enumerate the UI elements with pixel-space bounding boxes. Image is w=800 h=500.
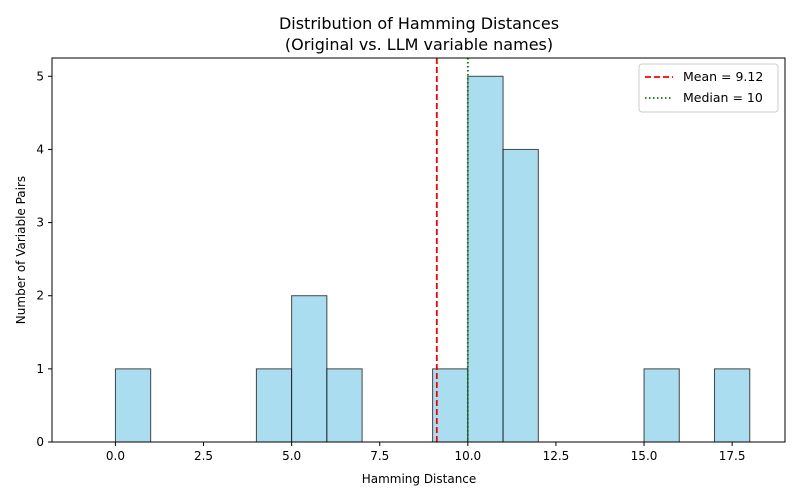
y-axis-ticks: 0 1 2 3 4 5 [36,69,52,449]
reference-lines [435,58,469,442]
x-tick-label: 15.0 [631,449,658,463]
x-tick-label: 7.5 [370,449,389,463]
histogram-bars [114,75,751,443]
chart-title: Distribution of Hamming Distances [279,14,559,33]
histogram-bar [255,368,293,443]
chart-subtitle: (Original vs. LLM variable names) [285,35,553,54]
histogram-bar [326,368,363,443]
y-tick-label: 4 [36,142,44,156]
legend-mean-label: Mean = 9.12 [683,69,763,84]
plot-frame [51,57,786,443]
x-tick-label: 17.5 [719,449,746,463]
legend-median-label: Median = 10 [683,90,763,105]
x-tick-label: 5.0 [282,449,301,463]
legend: Mean = 9.12 Median = 10 [638,63,779,113]
y-tick-label: 3 [36,216,44,230]
histogram-bar [502,148,539,443]
histogram-bar [643,368,680,443]
y-tick-label: 1 [36,362,44,376]
x-tick-label: 10.0 [454,449,481,463]
y-axis-label: Number of Variable Pairs [14,176,28,324]
histogram-bar [467,75,504,443]
y-tick-label: 5 [36,69,44,83]
x-axis-label: Hamming Distance [362,472,477,486]
histogram-bar [714,368,751,443]
x-tick-label: 2.5 [194,449,213,463]
x-tick-label: 12.5 [543,449,570,463]
x-tick-label: 0.0 [106,449,125,463]
x-axis-ticks: 0.0 2.5 5.0 7.5 10.0 12.5 15.0 17.5 [106,442,746,463]
histogram-bar [291,295,328,443]
histogram-bar [432,368,469,443]
y-tick-label: 2 [36,289,44,303]
histogram-bar [114,368,152,443]
y-tick-label: 0 [36,435,44,449]
legend-box [638,63,779,113]
